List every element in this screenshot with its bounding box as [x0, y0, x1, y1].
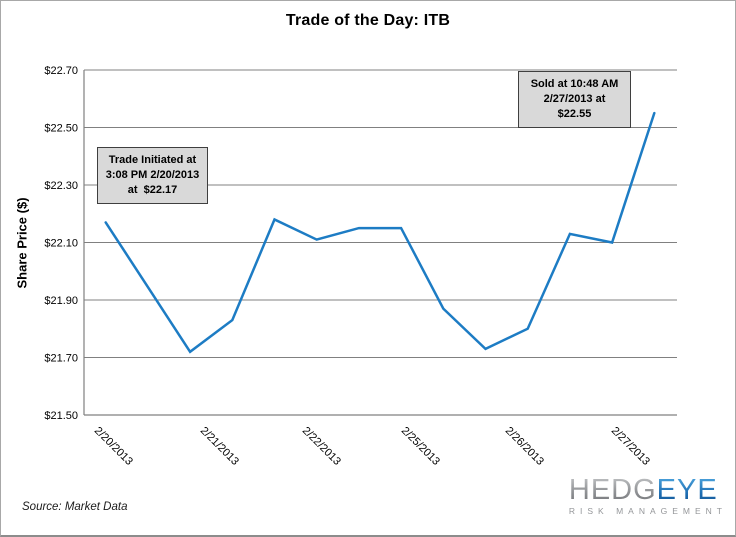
x-tick-label: 2/26/2013	[503, 425, 546, 468]
annotation-sold-line1: Sold at 10:48 AM	[530, 78, 619, 90]
annotation-sold-line3: $22.55	[557, 108, 592, 120]
annotation-trade-initiated-line3: at $22.17	[127, 184, 178, 196]
y-tick-label: $22.10	[44, 238, 78, 250]
y-tick-label: $21.90	[44, 295, 78, 307]
hedgeye-logo-tagline: RISK MANAGEMENT	[568, 506, 727, 516]
annotation-sold: Sold at 10:48 AM 2/27/2013 at $22.55	[518, 71, 631, 128]
price-line	[104, 111, 656, 354]
chart-title: Trade of the Day: ITB	[285, 12, 451, 29]
annotation-trade-initiated: Trade Initiated at 3:08 PM 2/20/2013 at …	[97, 147, 208, 204]
x-tick-label: 2/25/2013	[399, 425, 442, 468]
hedgeye-logo-wordmark: HEDGEYE	[569, 476, 727, 505]
x-tick-label: 2/22/2013	[300, 425, 343, 468]
y-tick-label: $21.70	[44, 353, 78, 365]
source-note: Source: Market Data	[22, 501, 128, 513]
annotation-trade-initiated-line2: 3:08 PM 2/20/2013	[105, 169, 200, 181]
x-tick-label: 2/20/2013	[92, 425, 135, 468]
y-tick-label: $21.50	[44, 410, 78, 422]
x-tick-label: 2/27/2013	[609, 425, 652, 468]
y-tick-label: $22.30	[44, 180, 78, 192]
y-tick-label: $22.70	[44, 65, 78, 77]
hedgeye-logo-eye: EYE	[656, 474, 718, 506]
y-tick-label: $22.50	[44, 123, 78, 135]
annotation-sold-line2: 2/27/2013 at	[543, 93, 606, 105]
hedgeye-logo: HEDGEYE RISK MANAGEMENT	[568, 476, 727, 517]
annotation-trade-initiated-line1: Trade Initiated at	[108, 154, 197, 166]
x-tick-label: 2/21/2013	[198, 425, 241, 468]
hedgeye-logo-hedg: HEDG	[568, 474, 657, 506]
